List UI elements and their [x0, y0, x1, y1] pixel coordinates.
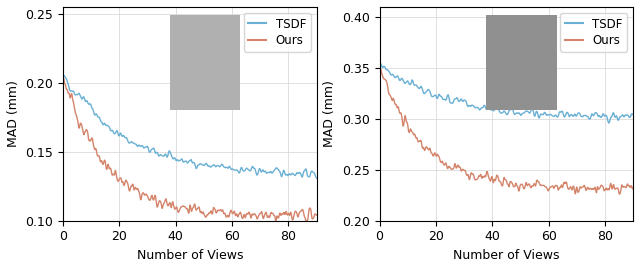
Legend: TSDF, Ours: TSDF, Ours	[560, 13, 627, 52]
Legend: TSDF, Ours: TSDF, Ours	[244, 13, 310, 52]
Y-axis label: MAD (mm): MAD (mm)	[323, 80, 337, 147]
X-axis label: Number of Views: Number of Views	[136, 249, 243, 262]
Y-axis label: MAD (mm): MAD (mm)	[7, 80, 20, 147]
X-axis label: Number of Views: Number of Views	[453, 249, 559, 262]
